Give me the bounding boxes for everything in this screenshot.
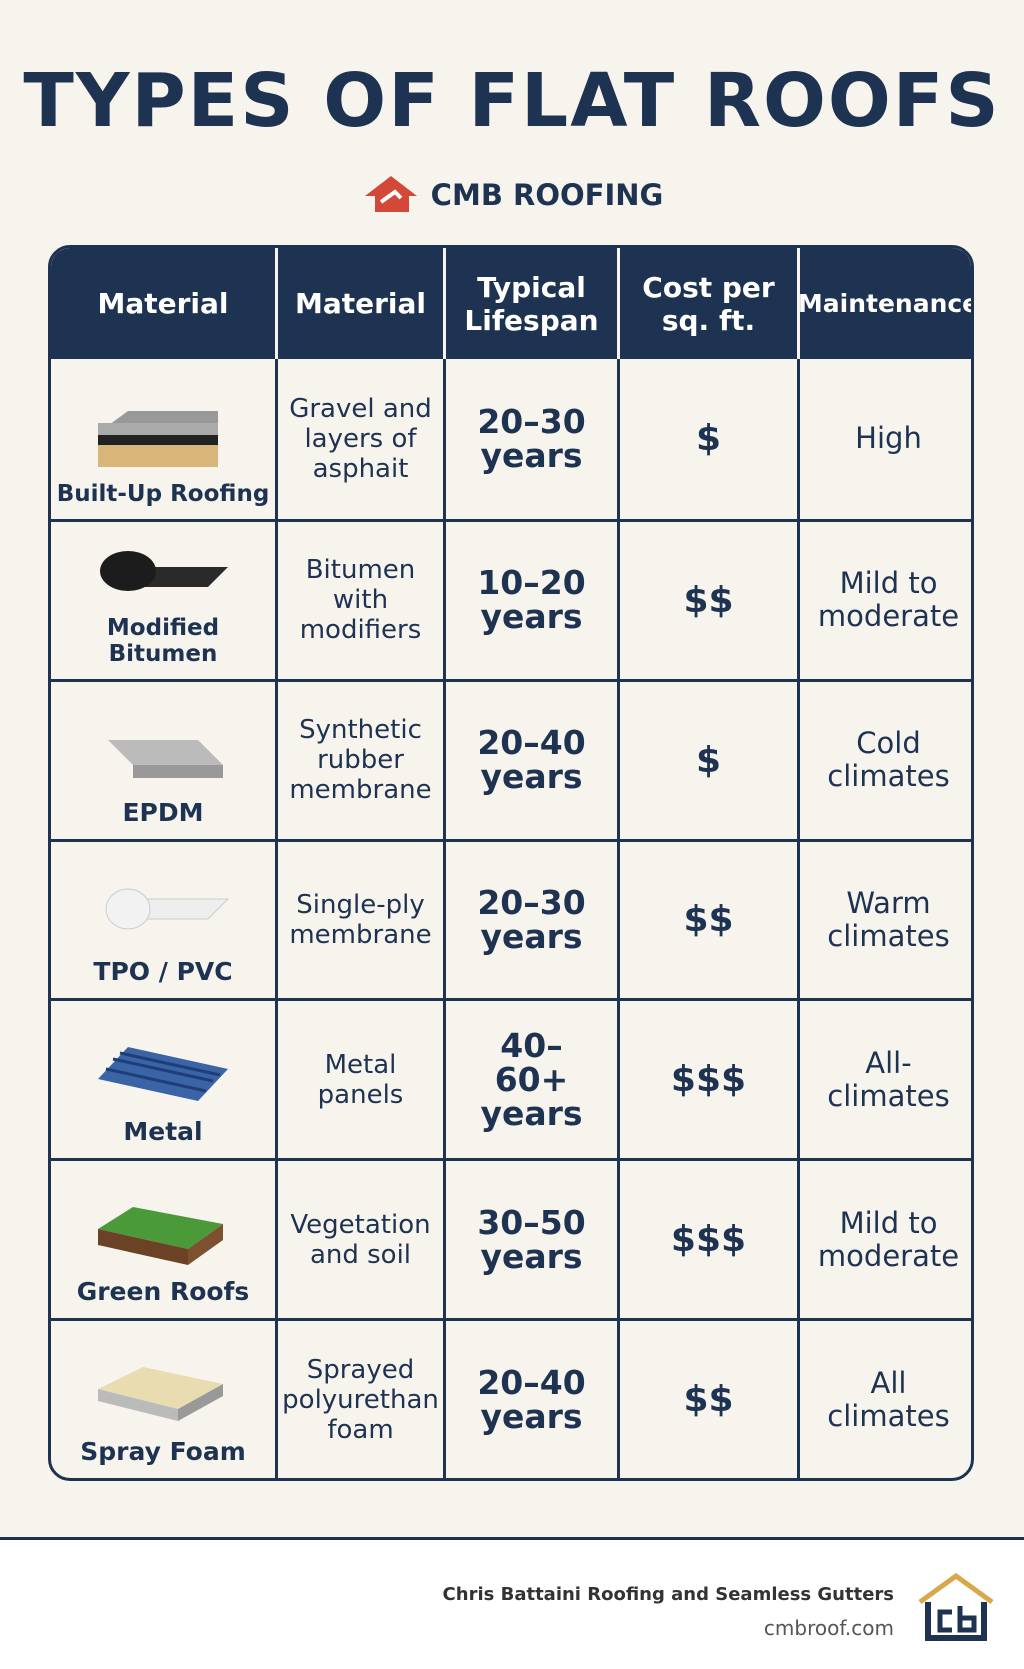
footer: Chris Battaini Roofing and Seamless Gutt… — [0, 1537, 1024, 1669]
brand-logo — [364, 176, 417, 212]
company: Chris Battaini Roofing and Seamless Gutt… — [442, 1584, 894, 1605]
cost: $$$ — [617, 998, 797, 1159]
table: Material Material Typical Lifespan Cost per… — [48, 245, 974, 1481]
brand-name: CMB ROOFING — [430, 178, 664, 212]
cost: $$ — [617, 518, 797, 679]
lifespan: 20–30 years — [443, 359, 617, 519]
material-icon — [98, 410, 218, 467]
material-cell: Modified Bitumen — [51, 518, 275, 679]
description: Sprayed polyurethan foam — [275, 1318, 443, 1478]
material-cell: Built-Up Roofing — [51, 359, 275, 519]
lifespan: 30–50 years — [443, 1158, 617, 1319]
lifespan: 40–60+ years — [443, 998, 617, 1159]
description: Metal panels — [275, 998, 443, 1159]
material-icon — [98, 1366, 223, 1421]
material-cell: EPDM — [51, 678, 275, 839]
column-header: Material — [51, 248, 275, 359]
cost: $$ — [617, 1318, 797, 1478]
maintenance: Cold climates — [797, 678, 971, 839]
column-header: Material — [275, 248, 443, 359]
cost: $ — [617, 359, 797, 519]
maintenance: High — [797, 359, 971, 519]
cost: $ — [617, 678, 797, 839]
material-icon — [98, 1207, 223, 1266]
column-header: Typical Lifespan — [443, 248, 617, 359]
material-cell: Green Roofs — [51, 1158, 275, 1318]
material-name: Modified Bitumen — [106, 614, 220, 667]
column-header: Cost per sq. ft. — [617, 248, 797, 359]
material-name: Green Roofs — [76, 1277, 250, 1307]
lifespan: 20–30 years — [443, 838, 617, 999]
maintenance: All-climates — [797, 998, 971, 1159]
cost: $$ — [617, 838, 797, 999]
website: cmbroof.com — [763, 1616, 894, 1640]
material-name: Metal — [123, 1117, 203, 1147]
description: Gravel and layers of asphait — [275, 359, 443, 519]
maintenance: All climates — [797, 1318, 971, 1478]
description: Synthetic rubber membrane — [275, 678, 443, 839]
material-name: Built-Up Roofing — [56, 480, 270, 507]
brand: CMB ROOFING — [0, 172, 1024, 218]
title: TYPES OF FLAT ROOFS — [23, 58, 1001, 144]
material-name: Spray Foam — [80, 1436, 246, 1466]
description: Single-ply membrane — [275, 838, 443, 999]
material-icon — [98, 1047, 228, 1102]
material-name: EPDM — [122, 797, 204, 827]
column-header: Maintenance — [797, 248, 971, 359]
cost: $$$ — [617, 1158, 797, 1319]
material-icon — [108, 739, 223, 778]
material-icon — [105, 888, 230, 930]
material-name: TPO / PVC — [93, 957, 233, 987]
material-icon — [100, 550, 228, 591]
description: Bitumen with modifiers — [275, 518, 443, 679]
material-cell: Spray Foam — [51, 1318, 275, 1478]
material-cell: TPO / PVC — [51, 838, 275, 999]
footer-logo — [918, 1572, 994, 1641]
maintenance: Warm climates — [797, 838, 971, 999]
maintenance: Mild to moderate — [797, 1158, 971, 1319]
lifespan: 10–20 years — [443, 518, 617, 679]
material-cell: Metal — [51, 998, 275, 1158]
lifespan: 20–40 years — [443, 1318, 617, 1478]
maintenance: Mild to moderate — [797, 518, 971, 679]
lifespan: 20–40 years — [443, 678, 617, 839]
description: Vegetation and soil — [275, 1158, 443, 1319]
